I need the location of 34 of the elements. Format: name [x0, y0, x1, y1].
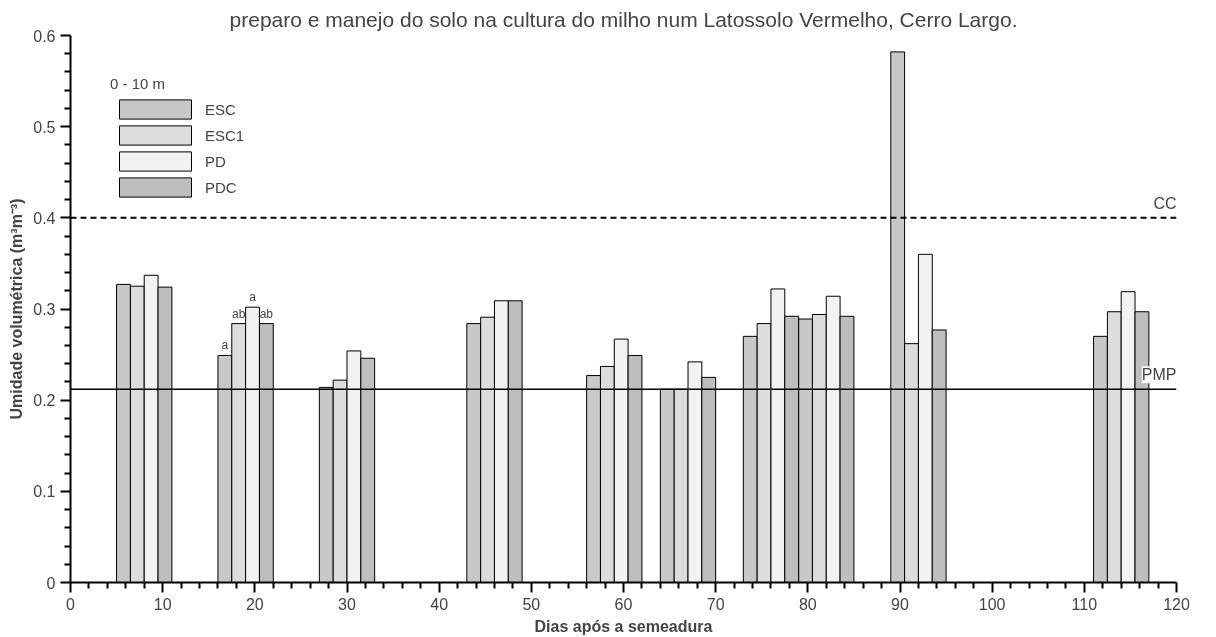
- x-tick-label: 80: [798, 595, 817, 613]
- annotation: ab: [259, 306, 274, 321]
- x-axis-title: Dias após a semeadura: [534, 617, 713, 635]
- x-tick-label: 60: [614, 595, 633, 613]
- y-tick-label: 0.3: [33, 301, 56, 318]
- x-tick-label: 30: [338, 595, 356, 613]
- x-tick-label: 100: [978, 595, 1006, 613]
- x-tick-label: 20: [245, 595, 264, 613]
- legend-title: 0 - 10 m: [110, 75, 167, 92]
- y-tick-label: 0.6: [33, 27, 56, 45]
- annotation: a: [249, 290, 257, 305]
- y-tick-label: 0.1: [33, 483, 56, 501]
- x-tick-label: 70: [706, 595, 725, 613]
- ref-line-label: PMP: [1141, 366, 1177, 384]
- x-tick-label: 10: [153, 595, 172, 613]
- annotation: ab: [232, 306, 246, 321]
- legend-label: PD: [205, 152, 226, 170]
- legend-label: ESC: [205, 100, 236, 118]
- chart-title: preparo e manejo do solo na cultura do milho num Latossolo Vermelho, Cerro Largo.: [229, 7, 1018, 31]
- x-tick-label: 120: [1163, 595, 1190, 613]
- y-tick-label: 0.5: [33, 118, 56, 136]
- x-tick-label: 90: [891, 595, 909, 613]
- y-tick-label: 0.2: [33, 392, 56, 410]
- annotation: a: [221, 338, 229, 353]
- x-tick-label: 0: [66, 595, 76, 613]
- ref-line-label: CC: [1153, 194, 1177, 212]
- y-tick-label: 0: [46, 574, 56, 592]
- y-tick-label: 0.4: [33, 209, 56, 227]
- x-tick-label: 40: [430, 595, 449, 613]
- x-tick-label: 110: [1071, 595, 1098, 613]
- y-axis-title: Umidade volumétrica (m³m⁻³): [8, 198, 26, 420]
- x-tick-label: 50: [522, 595, 541, 613]
- legend-label: PDC: [205, 178, 237, 196]
- legend-label: ESC1: [205, 126, 245, 144]
